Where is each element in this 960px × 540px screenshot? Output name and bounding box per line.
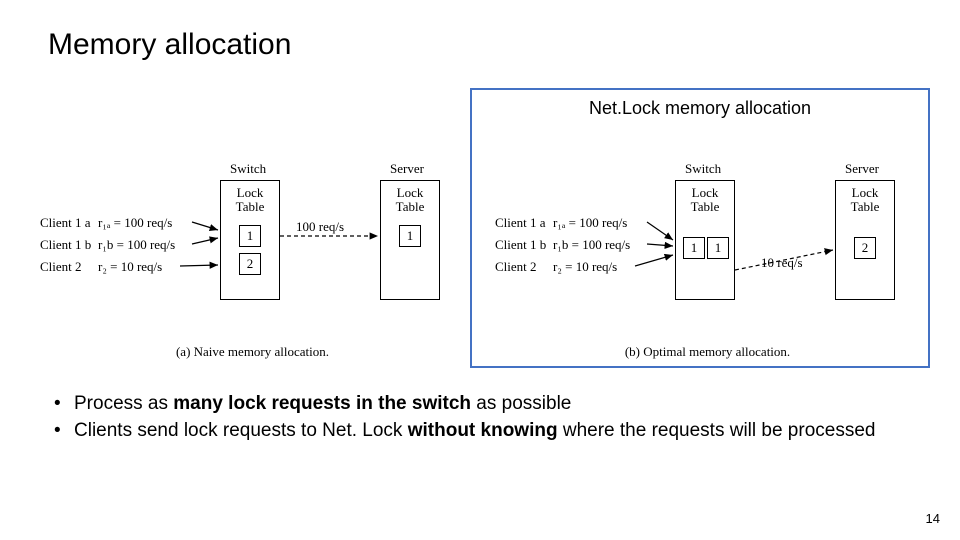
diagram-b: Switch Server LockTable LockTable 1 1 2 …: [495, 145, 920, 360]
bullet-1-pre: Process as: [74, 393, 173, 414]
diagram-a-arrows: [40, 145, 465, 360]
bullets: Process as many lock requests in the swi…: [48, 392, 888, 445]
page-number: 14: [926, 511, 940, 526]
bullet-2-bold: without knowing: [408, 420, 558, 441]
bullet-2-pre: Clients send lock requests to Net. Lock: [74, 420, 408, 441]
diagrams-container: Switch Server LockTable LockTable 1 2 1 …: [40, 145, 920, 360]
slide-title: Memory allocation: [48, 28, 291, 62]
diagram-b-caption: (b) Optimal memory allocation.: [495, 344, 920, 360]
highlight-label: Net.Lock memory allocation: [470, 98, 930, 119]
bullet-1-post: as possible: [471, 393, 571, 414]
diagram-b-arrows: [495, 145, 920, 360]
bullet-2-post: where the requests will be processed: [558, 420, 876, 441]
diagram-a: Switch Server LockTable LockTable 1 2 1 …: [40, 145, 465, 360]
bullet-2: Clients send lock requests to Net. Lock …: [48, 419, 888, 444]
bullet-1-bold: many lock requests in the switch: [173, 393, 471, 414]
diagram-a-caption: (a) Naive memory allocation.: [40, 344, 465, 360]
bullet-1: Process as many lock requests in the swi…: [48, 392, 888, 417]
